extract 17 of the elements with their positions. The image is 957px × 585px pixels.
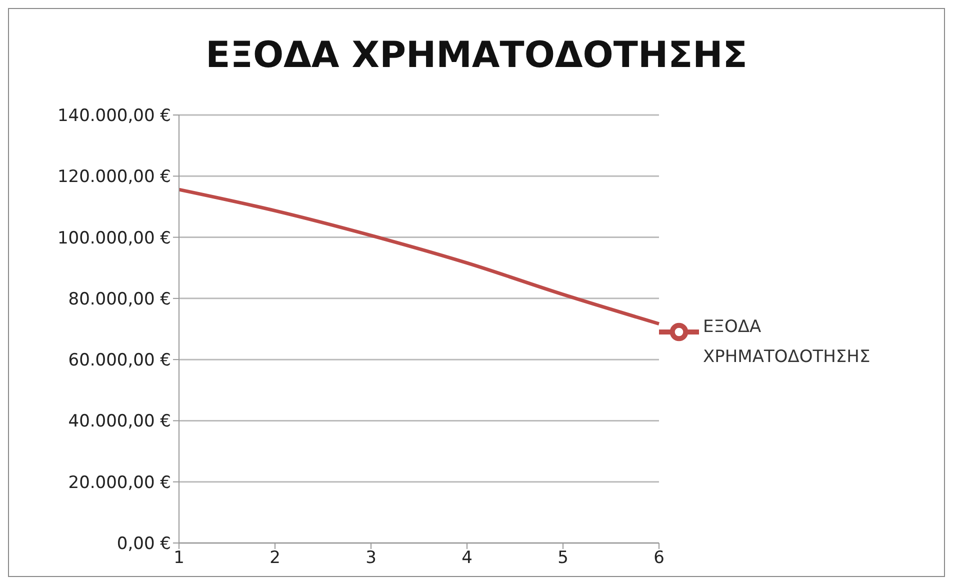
x-tick-label: 6: [654, 548, 664, 568]
y-tick-label: 120.000,00 €: [57, 167, 171, 188]
y-tick-label: 40.000,00 €: [68, 412, 171, 432]
y-tick-label: 60.000,00 €: [68, 350, 171, 371]
y-tick-label: 0,00 €: [116, 534, 171, 554]
y-tick-label: 20.000,00 €: [68, 472, 171, 493]
x-tick-label: 4: [462, 548, 472, 568]
legend-label: ΕΞΟΔΑ ΧΡΗΜΑΤΟΔΟΤΗΣΗΣ: [703, 316, 872, 369]
y-tick-label: 140.000,00 €: [57, 106, 171, 126]
y-tick-label: 100.000,00 €: [57, 228, 171, 248]
y-tick-label: 80.000,00 €: [68, 289, 171, 310]
line-series: [177, 188, 661, 326]
x-tick-label: 5: [558, 548, 568, 568]
x-tick-label: 1: [174, 548, 184, 568]
x-tick-label: 3: [366, 548, 376, 568]
x-tick-label: 2: [270, 548, 280, 568]
chart-title: ΕΞΟΔΑ ΧΡΗΜΑΤΟΔΟΤΗΣΗΣ: [204, 34, 748, 78]
